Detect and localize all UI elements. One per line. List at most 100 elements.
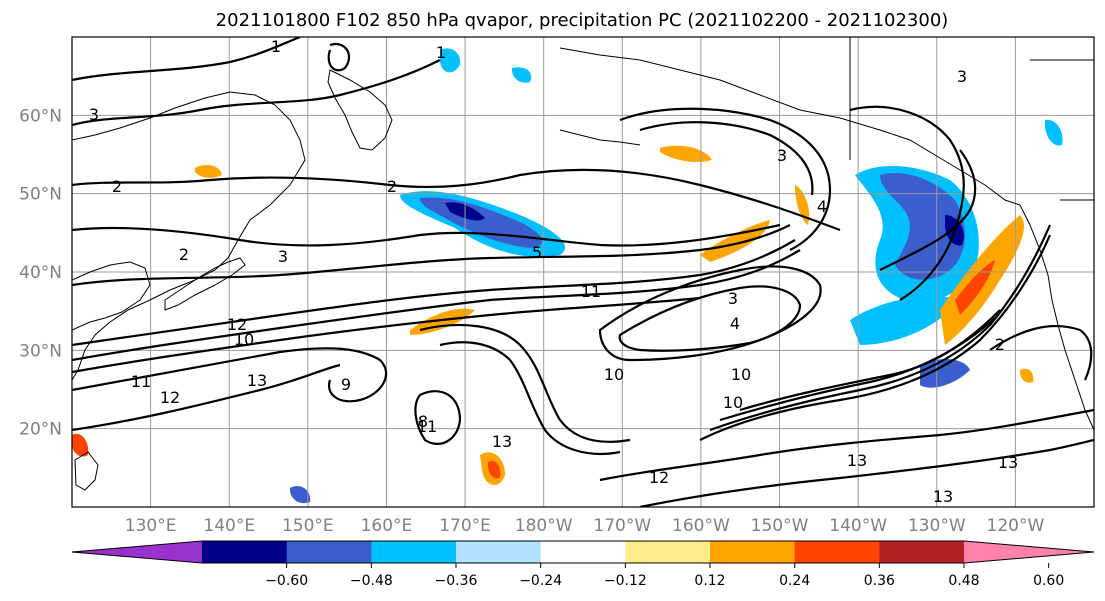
- lon-tick-label: 120°W: [987, 516, 1045, 536]
- colorbar-swatch: [794, 541, 880, 563]
- lon-tick-label: 150°W: [751, 516, 809, 536]
- contour-label: 10: [723, 393, 743, 412]
- contour-line: [419, 323, 631, 443]
- contour-label: 2: [179, 245, 189, 264]
- lat-tick-label: 60°N: [19, 106, 62, 126]
- lat-tick-label: 30°N: [19, 341, 62, 361]
- colorbar-swatch: [625, 541, 711, 563]
- shade-orange-region: [72, 433, 89, 457]
- contour-label: 5: [532, 243, 542, 262]
- colorbar-swatch: [202, 541, 288, 563]
- coastline-kamchatka: [327, 69, 393, 151]
- contour-line: [72, 296, 701, 374]
- lon-tick-label: 180°W: [515, 516, 573, 536]
- contour-line: [989, 325, 1093, 381]
- map-frame: [71, 36, 1095, 508]
- contour-label: 8: [418, 412, 428, 431]
- map-title: 2021101800 F102 850 hPa qvapor, precipit…: [216, 10, 949, 31]
- colorbar-swatch: [456, 541, 542, 563]
- contour-line: [879, 149, 977, 271]
- colorbar-tick-label: 0.48: [948, 573, 979, 589]
- contour-line: [72, 224, 791, 287]
- contour-label: 3: [278, 247, 288, 266]
- contour-label: 13: [998, 453, 1018, 472]
- lon-tick-label: 150°E: [282, 516, 334, 536]
- coastline-north-america: [1019, 204, 1094, 431]
- contour-line: [439, 341, 621, 456]
- contour-label: 3: [89, 105, 99, 124]
- longitude-axis: 130°E 140°E 150°E 160°E 170°E 180°W 170°W 160°W…: [125, 516, 1045, 536]
- contour-label: 4: [730, 314, 740, 333]
- contour-line: [699, 234, 1052, 441]
- contour-label: 2: [112, 177, 122, 196]
- contour-line: [414, 390, 462, 446]
- colorbar-outline: [71, 540, 1095, 564]
- contour-line: [739, 309, 1001, 412]
- colorbar-under-triangle: [72, 541, 202, 563]
- contour-label: 3: [957, 67, 967, 86]
- contour-line: [72, 223, 781, 247]
- contour-line: [72, 347, 388, 403]
- contour-label: 2: [995, 335, 1005, 354]
- contour-label: 9: [341, 375, 351, 394]
- contour-line: [639, 438, 1094, 507]
- coastline-alaska: [559, 47, 1021, 206]
- lon-tick-label: 170°W: [593, 516, 651, 536]
- lon-tick-label: 140°E: [203, 516, 255, 536]
- contour-label: 2: [387, 177, 397, 196]
- contour-label: 13: [247, 371, 267, 390]
- contour-label: 11: [131, 372, 151, 391]
- contour-line: [72, 363, 341, 432]
- coastline-border: [849, 37, 1094, 201]
- shade-orange-region: [955, 260, 995, 315]
- contour-line: [619, 107, 832, 251]
- colorbar-swatch: [286, 541, 372, 563]
- colorbar-tick-label: −0.60: [265, 573, 308, 589]
- contour-label: 1: [436, 43, 446, 62]
- contour-line: [72, 249, 801, 362]
- lat-tick-label: 50°N: [19, 185, 62, 205]
- colorbar-tick-label: 0.12: [694, 573, 725, 589]
- colorbar: −0.60 −0.48 −0.36 −0.24 −0.12 0.12 0.24 0.36 0.4…: [71, 540, 1095, 589]
- shade-blue-region: [850, 296, 960, 345]
- contour-line: [709, 224, 1052, 432]
- colorbar-over-triangle: [964, 541, 1094, 563]
- contour-line: [849, 105, 965, 301]
- contour-line: [72, 59, 441, 127]
- shade-orange-region: [1020, 368, 1034, 383]
- colorbar-swatch: [879, 541, 965, 563]
- shade-orange-region: [660, 145, 712, 163]
- contour-line: [618, 285, 802, 352]
- contour-label: 10: [731, 365, 751, 384]
- colorbar-tick-label: −0.24: [519, 573, 562, 589]
- contour-label: 11: [581, 282, 601, 301]
- contour-label: 10: [234, 330, 254, 349]
- contour-label: 1: [271, 37, 281, 56]
- contour-label: 11: [417, 417, 437, 436]
- contour-label: 3: [728, 289, 738, 308]
- graticule: [72, 37, 1094, 507]
- contour-label: 13: [933, 487, 953, 506]
- lat-tick-label: 20°N: [19, 420, 62, 440]
- shade-blue-region: [512, 67, 532, 83]
- colorbar-tick-label: 0.36: [864, 573, 895, 589]
- contour-label: 10: [604, 365, 624, 384]
- shade-blue-region: [290, 485, 311, 504]
- shade-orange-region: [795, 185, 810, 225]
- contour-label: 13: [847, 451, 867, 470]
- contour-label: 3: [777, 146, 787, 165]
- lon-tick-label: 160°W: [672, 516, 730, 536]
- colorbar-tick-label: −0.48: [350, 573, 393, 589]
- colorbar-tick-label: 0.60: [1033, 573, 1064, 589]
- contour-line: [598, 265, 822, 362]
- contour-label: 12: [227, 315, 247, 334]
- colorbar-swatch: [540, 541, 626, 563]
- contour-line: [599, 408, 1094, 482]
- latitude-axis: 20°N 30°N 40°N 50°N 60°N: [19, 106, 62, 439]
- colorbar-swatch: [371, 541, 457, 563]
- coastline-philippines: [74, 451, 99, 491]
- coastline-asia-mainland: [72, 261, 151, 331]
- contour-label: 12: [649, 468, 669, 487]
